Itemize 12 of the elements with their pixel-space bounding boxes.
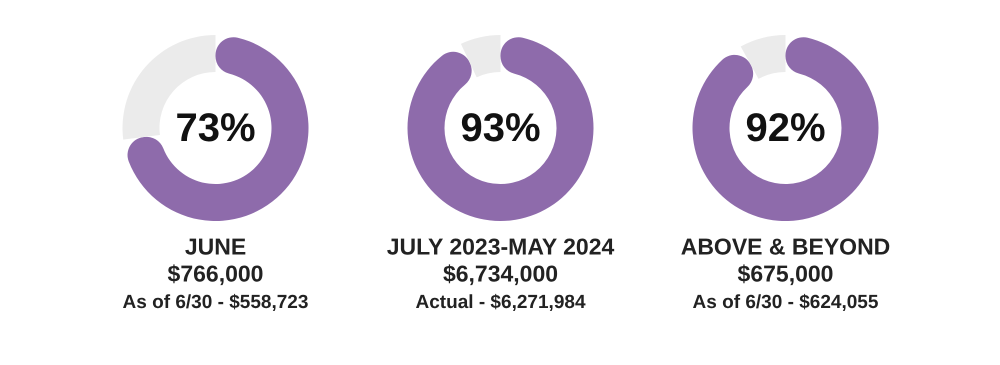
text: JULY 2023-MAY 2024 (386, 234, 615, 260)
text: Actual - $6,271,984 (415, 292, 586, 313)
text: $766,000 (168, 260, 264, 286)
text: JUNE (184, 234, 246, 260)
data-label: 92% (745, 106, 826, 150)
data-label: 73% (175, 106, 256, 150)
text: As of 6/30 - $624,055 (692, 292, 879, 313)
text: ABOVE & BEYOND (680, 234, 890, 260)
data-label: 93% (460, 106, 541, 150)
text: As of 6/30 - $558,723 (122, 292, 308, 313)
text: $6,734,000 (442, 260, 558, 286)
text: $675,000 (738, 260, 834, 286)
